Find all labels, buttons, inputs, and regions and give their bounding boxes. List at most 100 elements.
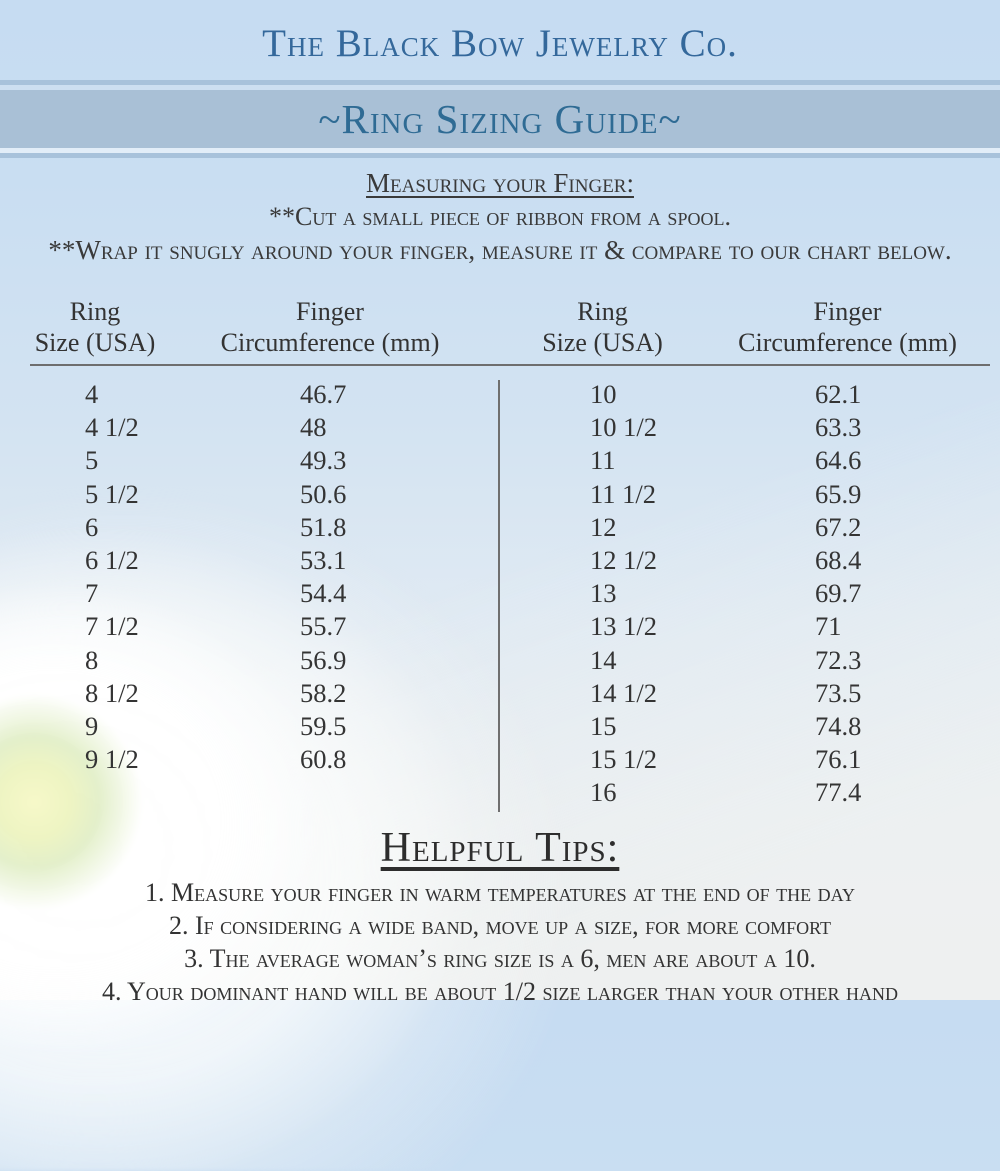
table-row: 14 72.3	[500, 644, 985, 677]
circumference-cell: 56.9	[300, 644, 347, 675]
ring-size-cell: 5	[85, 445, 99, 476]
helpful-tips-section: Helpful Tips: 1. Measure your finger in …	[0, 826, 1000, 1008]
ring-sizing-guide: The Black Bow Jewelry Co. ~Ring Sizing G…	[0, 21, 1000, 1008]
circumference-cell: 49.3	[300, 445, 347, 476]
helpful-tips-list: 1. Measure your finger in warm temperatu…	[0, 876, 1000, 1008]
ring-size-cell: 4	[85, 379, 99, 410]
table-row: 4 1/2 48	[30, 411, 498, 444]
table-row: 8 1/2 58.2	[30, 677, 498, 710]
ring-size-cell: 13 1/2	[590, 611, 657, 642]
circumference-cell: 55.7	[300, 611, 347, 642]
table-row: 13 69.7	[500, 577, 985, 610]
table-body: 4 46.7 4 1/2 48 5 49.3 5 1/2	[30, 378, 990, 812]
circumference-cell: 50.6	[300, 478, 347, 509]
tip-item-2: 2. If considering a wide band, move up a…	[168, 911, 832, 941]
banner: ~Ring Sizing Guide~	[0, 80, 1000, 158]
circumference-cell: 77.4	[815, 777, 862, 808]
table-row: 15 1/2 76.1	[500, 743, 985, 776]
table-row: 9 59.5	[30, 710, 498, 743]
circumference-cell: 46.7	[300, 379, 347, 410]
table-row: 5 1/2 50.6	[30, 478, 498, 511]
banner-title: ~Ring Sizing Guide~	[318, 95, 682, 142]
circumference-cell: 68.4	[815, 545, 862, 576]
header-finger-circumference-right: Finger Circumference (mm)	[738, 297, 957, 357]
circumference-cell: 64.6	[815, 445, 862, 476]
circumference-cell: 67.2	[815, 511, 862, 542]
table-row: 13 1/2 71	[500, 610, 985, 643]
table-row: 10 62.1	[500, 378, 985, 411]
circumference-cell: 48	[300, 412, 327, 443]
ring-size-cell: 15	[590, 710, 617, 741]
ring-size-cell: 15 1/2	[590, 744, 657, 775]
circumference-cell: 73.5	[815, 677, 862, 708]
table-row: 15 74.8	[500, 710, 985, 743]
ring-size-table: Ring Size (USA) Finger Circumference (mm…	[30, 296, 990, 812]
banner-bottom-stripe	[0, 153, 1000, 158]
ring-size-cell: 5 1/2	[85, 478, 139, 509]
ring-size-cell: 6	[85, 511, 99, 542]
header-finger-circumference-left: Finger Circumference (mm)	[220, 297, 440, 357]
table-row: 12 67.2	[500, 511, 985, 544]
ring-size-cell: 8	[85, 644, 99, 675]
ring-size-cell: 8 1/2	[85, 677, 139, 708]
tip-item-3: 3. The average woman’s ring size is a 6,…	[184, 944, 816, 974]
circumference-cell: 53.1	[300, 545, 347, 576]
table-row: 8 56.9	[30, 644, 498, 677]
instruction-line-1: **Cut a small piece of ribbon from a spo…	[269, 202, 731, 231]
ring-size-cell: 14	[590, 644, 617, 675]
circumference-cell: 74.8	[815, 710, 862, 741]
circumference-cell: 62.1	[815, 379, 862, 410]
size-table-left-half: 4 46.7 4 1/2 48 5 49.3 5 1/2	[30, 378, 498, 812]
helpful-tips-heading: Helpful Tips:	[380, 825, 620, 871]
table-row: 16 77.4	[500, 776, 985, 809]
circumference-cell: 65.9	[815, 478, 862, 509]
table-row: 10 1/2 63.3	[500, 411, 985, 444]
circumference-cell: 59.5	[300, 710, 347, 741]
size-table-right-half: 10 62.1 10 1/2 63.3 11 64.6 11 1/2	[500, 378, 985, 812]
tip-item-4: 4. Your dominant hand will be about 1/2 …	[102, 977, 898, 1007]
header-ring-size-left: Ring Size (USA)	[34, 297, 156, 357]
ring-size-cell: 12 1/2	[590, 545, 657, 576]
ring-size-cell: 11 1/2	[590, 478, 657, 509]
circumference-cell: 76.1	[815, 744, 862, 775]
circumference-cell: 71	[815, 611, 842, 642]
banner-band: ~Ring Sizing Guide~	[0, 85, 1000, 153]
table-row: 6 1/2 53.1	[30, 544, 498, 577]
tip-item-1: 1. Measure your finger in warm temperatu…	[145, 878, 855, 908]
header-ring-size-right: Ring Size (USA)	[542, 297, 663, 357]
banner-top-stripe	[0, 80, 1000, 85]
measuring-heading: Measuring your Finger:	[366, 168, 634, 198]
ring-size-cell: 14 1/2	[590, 677, 657, 708]
measuring-instructions: Measuring your Finger: **Cut a small pie…	[0, 168, 1000, 266]
ring-size-cell: 16	[590, 777, 617, 808]
ring-size-cell: 9 1/2	[85, 744, 139, 775]
table-row: 6 51.8	[30, 511, 498, 544]
table-row: 11 64.6	[500, 444, 985, 477]
instruction-line-2: **Wrap it snugly around your finger, mea…	[48, 235, 952, 265]
ring-size-cell: 11	[590, 445, 616, 476]
ring-size-cell: 6 1/2	[85, 545, 139, 576]
ring-size-cell: 9	[85, 710, 99, 741]
circumference-cell: 63.3	[815, 412, 862, 443]
circumference-cell: 51.8	[300, 511, 347, 542]
circumference-cell: 58.2	[300, 677, 347, 708]
ring-size-cell: 7 1/2	[85, 611, 139, 642]
ring-size-cell: 7	[85, 578, 99, 609]
table-row: 12 1/2 68.4	[500, 544, 985, 577]
table-row: 14 1/2 73.5	[500, 677, 985, 710]
table-row: 9 1/2 60.8	[30, 743, 498, 776]
table-row: 7 54.4	[30, 577, 498, 610]
ring-size-cell: 12	[590, 511, 617, 542]
ring-size-cell: 10 1/2	[590, 412, 657, 443]
table-header-row: Ring Size (USA) Finger Circumference (mm…	[30, 296, 990, 366]
ring-size-cell: 13	[590, 578, 617, 609]
ring-size-cell: 4 1/2	[85, 412, 139, 443]
circumference-cell: 54.4	[300, 578, 347, 609]
table-row: 5 49.3	[30, 444, 498, 477]
circumference-cell: 69.7	[815, 578, 862, 609]
brand-title: The Black Bow Jewelry Co.	[262, 22, 738, 65]
ring-size-cell: 10	[590, 379, 617, 410]
circumference-cell: 72.3	[815, 644, 862, 675]
table-row: 4 46.7	[30, 378, 498, 411]
table-row: 7 1/2 55.7	[30, 610, 498, 643]
